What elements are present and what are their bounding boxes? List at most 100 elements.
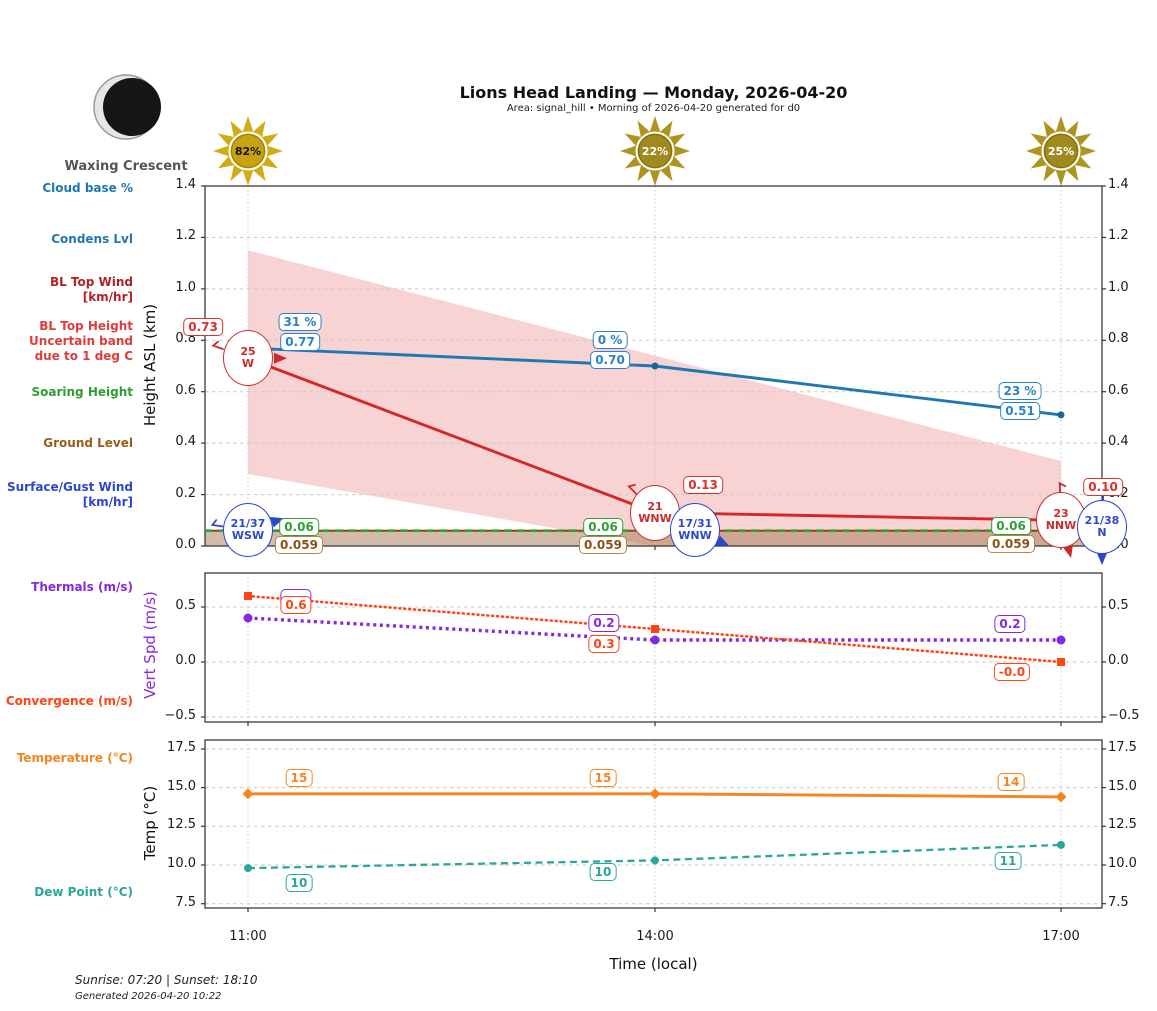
sunrise-sunset-note: Sunrise: 07:20 | Sunset: 18:10 — [75, 973, 258, 987]
y-tick-label: 1.2 — [175, 228, 196, 244]
sunshine-pct-label: 22% — [642, 145, 668, 158]
value-label: 11 — [994, 851, 1022, 870]
value-label: 0.3 — [588, 635, 620, 653]
y-tick-label: 0.2 — [175, 485, 196, 501]
value-label: 0.06 — [991, 516, 1031, 535]
y-tick-label-right: 1.2 — [1108, 228, 1129, 244]
x-tick-label: 11:00 — [229, 929, 267, 944]
bl-top-wind-circle: 25 W — [223, 330, 273, 387]
sunshine-pct-label: 82% — [235, 145, 261, 158]
value-label: 10 — [285, 874, 313, 893]
x-axis-title: Time (local) — [609, 955, 698, 973]
value-label: 0.51 — [1000, 401, 1040, 420]
surface-wind-circle: 21/37 WSW — [223, 503, 273, 557]
sunshine-pct-label: 25% — [1048, 145, 1074, 158]
y-tick-label: 10.0 — [167, 856, 196, 871]
value-label: 31 % — [278, 313, 322, 331]
y-tick-label: −0.5 — [164, 708, 196, 723]
page-title: Lions Head Landing — Monday, 2026-04-20 — [459, 83, 848, 102]
y-tick-label: 0.0 — [175, 653, 196, 668]
y-tick-label: 1.4 — [175, 177, 196, 192]
legend-line: [km/hr] — [82, 290, 133, 304]
value-label: 14 — [997, 772, 1025, 791]
legend-dew-point: Dew Point (°C) — [34, 885, 133, 899]
wind-barb — [627, 483, 638, 495]
surface-wind-circle: 17/31 WNW — [670, 503, 720, 557]
legend-line: BL Top Height — [39, 319, 133, 333]
legend-convergence: Convergence (m/s) — [5, 694, 133, 708]
value-label: 15 — [589, 768, 617, 787]
generated-note: Generated 2026-04-20 10:22 — [75, 991, 222, 1002]
y-tick-label: 7.5 — [175, 894, 196, 910]
value-label: 0.10 — [1083, 478, 1123, 497]
y-tick-label-right: 17.5 — [1108, 740, 1137, 755]
legend-bl-top-wind: BL Top Wind [km/hr] — [0, 275, 133, 305]
legend-line: BL Top Wind — [49, 275, 133, 289]
wind-dir: WSW — [231, 529, 265, 542]
value-label: 0.2 — [994, 615, 1026, 634]
legend-line: [km/hr] — [82, 495, 133, 509]
value-label: 0.059 — [579, 535, 627, 554]
page-subtitle: Area: signal_hill • Morning of 2026-04-2… — [506, 103, 801, 114]
legend-soaring-height: Soaring Height — [31, 385, 134, 399]
legend-thermals: Thermals (m/s) — [31, 580, 133, 594]
value-label: 0.06 — [279, 517, 319, 536]
y-tick-label: 15.0 — [167, 778, 196, 794]
wind-speed: 23 — [1053, 507, 1069, 521]
value-label: 23 % — [998, 381, 1042, 400]
moon-phase-label: Waxing Crescent — [64, 159, 188, 174]
y-tick-label: 0.4 — [175, 434, 196, 450]
legend-cloud-base: Cloud base % — [42, 181, 133, 195]
y-tick-label-right: 0.4 — [1108, 434, 1129, 450]
wind-dir: WNW — [678, 529, 712, 542]
wind-barb — [1058, 481, 1067, 495]
y-tick-label-right: 0.6 — [1108, 382, 1129, 398]
wind-dir: W — [241, 357, 255, 371]
wind-dir: N — [1097, 526, 1107, 539]
value-label: 0.6 — [280, 595, 312, 614]
value-label: 0.059 — [275, 535, 323, 554]
y-tick-label: 0.5 — [175, 598, 196, 613]
value-label: -0.0 — [993, 663, 1031, 682]
y-tick-label: 1.0 — [175, 279, 196, 295]
wind-barb — [211, 340, 224, 351]
value-label: 0.73 — [183, 318, 223, 336]
y-tick-label-right: 7.5 — [1108, 894, 1129, 910]
legend-condens-lvl: Condens Lvl — [51, 232, 133, 246]
value-label: 0.13 — [683, 475, 723, 494]
wind-speed: 21/38 — [1084, 514, 1120, 527]
y-tick-label-right: 10.0 — [1108, 856, 1137, 871]
legend-temperature: Temperature (°C) — [16, 751, 133, 765]
value-label: 0 % — [592, 331, 628, 349]
legend-surface-wind: Surface/Gust Wind [km/hr] — [0, 480, 133, 510]
y-tick-label: 17.5 — [167, 740, 196, 755]
legend-ground-level: Ground Level — [43, 436, 133, 450]
value-label: 0.059 — [987, 534, 1035, 553]
value-label: 0.70 — [590, 351, 630, 369]
legend-line: due to 1 deg C — [34, 349, 133, 363]
y-tick-label: 0.0 — [175, 537, 196, 552]
wind-dir: WNW — [638, 511, 672, 525]
y-tick-label-right: 0.5 — [1108, 598, 1129, 613]
y-tick-label-right: 15.0 — [1108, 778, 1137, 794]
wind-speed: 25 — [240, 345, 256, 359]
legend-line: Surface/Gust Wind — [7, 480, 133, 494]
wind-arrow — [1096, 552, 1108, 565]
x-tick-label: 14:00 — [636, 929, 674, 944]
wind-arrow — [274, 352, 287, 364]
value-label: 0.2 — [588, 614, 620, 633]
y-tick-label-right: −0.5 — [1108, 708, 1140, 723]
y-tick-label-right: 12.5 — [1108, 817, 1137, 833]
y-tick-label-right: 0.8 — [1108, 331, 1129, 347]
x-tick-label: 17:00 — [1042, 929, 1080, 944]
value-label: 10 — [589, 863, 617, 882]
y-tick-label-right: 1.0 — [1108, 279, 1129, 295]
y-tick-label: 0.6 — [175, 382, 196, 398]
uncertainty-band — [248, 250, 1061, 547]
wind-speed: 21/37 — [230, 517, 266, 530]
wind-speed: 17/31 — [677, 517, 713, 530]
legend-bl-top-height: BL Top Height Uncertain band due to 1 de… — [0, 319, 133, 364]
value-label: 0.06 — [583, 517, 623, 536]
